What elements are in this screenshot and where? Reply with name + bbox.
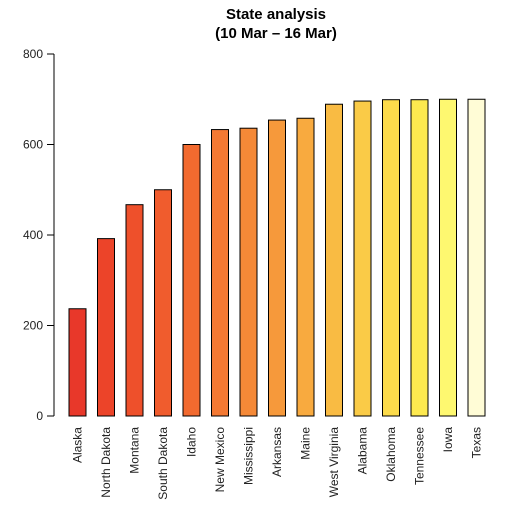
- x-tick-label: Maine: [299, 427, 313, 460]
- bar-north-dakota: [98, 239, 115, 416]
- chart-title: State analysis: [226, 6, 326, 23]
- bar-alabama: [354, 101, 371, 416]
- y-tick-label: 600: [23, 138, 43, 152]
- x-tick-label: Oklahoma: [384, 427, 398, 482]
- bar-alaska: [69, 309, 86, 416]
- bar-iowa: [440, 99, 457, 416]
- x-tick-label: Mississippi: [242, 427, 256, 485]
- bar-new-mexico: [212, 130, 229, 416]
- bars-group: [69, 99, 485, 416]
- x-tick-label: Montana: [128, 427, 142, 474]
- bar-south-dakota: [155, 190, 172, 416]
- bar-oklahoma: [383, 100, 400, 416]
- x-axis-labels: Alaska North Dakota Montana South Dakota Ida…: [71, 427, 484, 500]
- y-axis: 0 200 400 600 800: [23, 47, 54, 423]
- bar-mississippi: [240, 128, 257, 416]
- x-tick-label: Arkansas: [270, 427, 284, 477]
- y-tick-label: 400: [23, 228, 43, 242]
- x-tick-label: South Dakota: [156, 427, 170, 500]
- x-tick-label: North Dakota: [99, 427, 113, 498]
- x-tick-label: Texas: [470, 427, 484, 458]
- bar-tennessee: [411, 100, 428, 416]
- x-tick-label: Idaho: [185, 427, 199, 457]
- x-tick-label: Tennessee: [413, 427, 427, 485]
- bar-idaho: [183, 145, 200, 417]
- bar-arkansas: [269, 120, 286, 416]
- bar-montana: [126, 205, 143, 416]
- y-tick-label: 0: [36, 409, 43, 423]
- y-tick-label: 200: [23, 319, 43, 333]
- bar-texas: [468, 99, 485, 416]
- y-tick-label: 800: [23, 47, 43, 61]
- chart-subtitle: (10 Mar – 16 Mar): [215, 25, 337, 42]
- x-tick-label: Alaska: [71, 427, 85, 463]
- x-tick-label: West Virginia: [327, 427, 341, 498]
- bar-west-virginia: [326, 104, 343, 416]
- x-tick-label: Iowa: [441, 427, 455, 453]
- x-tick-label: New Mexico: [213, 427, 227, 493]
- bar-maine: [297, 118, 314, 416]
- x-tick-label: Alabama: [356, 427, 370, 475]
